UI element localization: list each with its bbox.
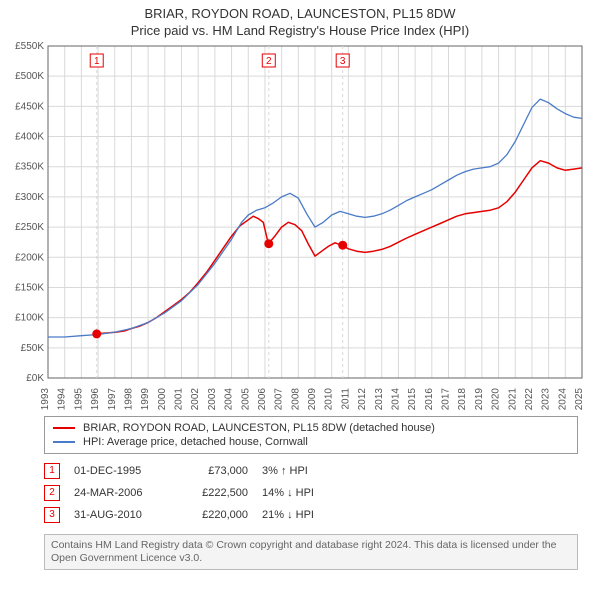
event-row: 1 01-DEC-1995 £73,000 3% ↑ HPI	[44, 460, 578, 482]
event-dot-3	[338, 241, 347, 250]
svg-text:2007: 2007	[274, 388, 285, 410]
svg-text:£450K: £450K	[15, 101, 44, 112]
svg-text:1: 1	[94, 56, 100, 67]
event-date: 24-MAR-2006	[74, 487, 164, 499]
svg-text:2010: 2010	[324, 388, 335, 410]
legend-label: BRIAR, ROYDON ROAD, LAUNCESTON, PL15 8DW…	[83, 422, 435, 434]
svg-text:2025: 2025	[574, 388, 585, 410]
event-price: £73,000	[178, 465, 248, 477]
svg-text:2024: 2024	[557, 388, 568, 410]
svg-text:2013: 2013	[374, 388, 385, 410]
svg-text:2005: 2005	[240, 388, 251, 410]
svg-text:£350K: £350K	[15, 162, 44, 173]
event-diff: 3% ↑ HPI	[262, 465, 372, 477]
event-date: 01-DEC-1995	[74, 465, 164, 477]
svg-text:2012: 2012	[357, 388, 368, 410]
svg-text:2006: 2006	[257, 388, 268, 410]
event-dot-2	[264, 239, 273, 248]
svg-text:£300K: £300K	[15, 192, 44, 203]
event-price: £222,500	[178, 487, 248, 499]
legend-swatch	[53, 441, 75, 443]
legend-swatch	[53, 427, 75, 429]
svg-text:2009: 2009	[307, 388, 318, 410]
svg-text:2018: 2018	[457, 388, 468, 410]
event-price: £220,000	[178, 509, 248, 521]
title-main: BRIAR, ROYDON ROAD, LAUNCESTON, PL15 8DW	[4, 6, 596, 21]
chart-container: BRIAR, ROYDON ROAD, LAUNCESTON, PL15 8DW…	[0, 0, 600, 570]
svg-text:2008: 2008	[290, 388, 301, 410]
svg-text:1997: 1997	[107, 388, 118, 410]
svg-text:2021: 2021	[507, 388, 518, 410]
event-marker-box: 2	[44, 485, 60, 501]
svg-text:3: 3	[340, 56, 346, 67]
svg-text:2015: 2015	[407, 388, 418, 410]
event-diff: 21% ↓ HPI	[262, 509, 372, 521]
svg-text:1994: 1994	[57, 388, 68, 410]
event-row: 3 31-AUG-2010 £220,000 21% ↓ HPI	[44, 504, 578, 526]
svg-text:1993: 1993	[40, 388, 51, 410]
legend: BRIAR, ROYDON ROAD, LAUNCESTON, PL15 8DW…	[44, 416, 578, 454]
legend-item: HPI: Average price, detached house, Corn…	[53, 435, 569, 449]
event-marker-box: 1	[44, 463, 60, 479]
svg-text:£150K: £150K	[15, 282, 44, 293]
svg-text:2001: 2001	[174, 388, 185, 410]
events-table: 1 01-DEC-1995 £73,000 3% ↑ HPI 2 24-MAR-2006 £…	[44, 460, 578, 526]
svg-text:2019: 2019	[474, 388, 485, 410]
svg-text:£400K: £400K	[15, 132, 44, 143]
title-sub: Price paid vs. HM Land Registry's House …	[4, 23, 596, 38]
legend-item: BRIAR, ROYDON ROAD, LAUNCESTON, PL15 8DW…	[53, 421, 569, 435]
svg-text:2016: 2016	[424, 388, 435, 410]
svg-text:1998: 1998	[123, 388, 134, 410]
event-dot-1	[92, 329, 101, 338]
svg-text:£550K: £550K	[15, 41, 44, 52]
event-marker-box: 3	[44, 507, 60, 523]
svg-text:2020: 2020	[491, 388, 502, 410]
price-chart: £0K £50K £100K £150K £200K £250K £300K £350K £40…	[0, 40, 600, 410]
svg-text:2: 2	[266, 56, 272, 67]
svg-text:2022: 2022	[524, 388, 535, 410]
svg-text:1999: 1999	[140, 388, 151, 410]
svg-text:2003: 2003	[207, 388, 218, 410]
svg-text:1996: 1996	[90, 388, 101, 410]
titles: BRIAR, ROYDON ROAD, LAUNCESTON, PL15 8DW…	[0, 0, 600, 40]
footnote: Contains HM Land Registry data © Crown c…	[44, 534, 578, 570]
svg-text:2014: 2014	[390, 388, 401, 410]
svg-text:£100K: £100K	[15, 313, 44, 324]
svg-text:£500K: £500K	[15, 71, 44, 82]
svg-text:2011: 2011	[340, 388, 351, 410]
svg-text:£0K: £0K	[26, 373, 44, 384]
svg-text:2023: 2023	[541, 388, 552, 410]
svg-text:£50K: £50K	[21, 343, 45, 354]
svg-text:2000: 2000	[157, 388, 168, 410]
legend-label: HPI: Average price, detached house, Corn…	[83, 436, 308, 448]
event-row: 2 24-MAR-2006 £222,500 14% ↓ HPI	[44, 482, 578, 504]
svg-text:2004: 2004	[224, 388, 235, 410]
event-diff: 14% ↓ HPI	[262, 487, 372, 499]
svg-text:1995: 1995	[73, 388, 84, 410]
event-date: 31-AUG-2010	[74, 509, 164, 521]
svg-text:2002: 2002	[190, 388, 201, 410]
svg-text:£200K: £200K	[15, 252, 44, 263]
svg-text:2017: 2017	[441, 388, 452, 410]
svg-text:£250K: £250K	[15, 222, 44, 233]
